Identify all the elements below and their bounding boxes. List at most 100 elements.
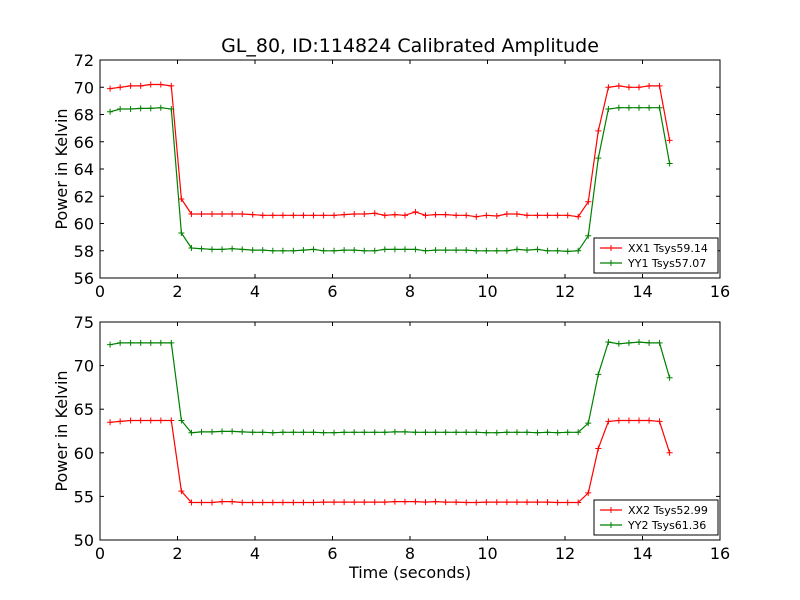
data-point (524, 212, 531, 219)
data-point (259, 212, 266, 219)
data-point (575, 213, 582, 220)
data-point (127, 417, 134, 424)
y-tick-label: 65 (74, 400, 94, 419)
data-point (646, 417, 653, 424)
data-point (503, 210, 510, 217)
data-point (666, 160, 673, 167)
data-point (168, 339, 175, 346)
data-point (564, 248, 571, 255)
data-point (442, 499, 449, 506)
y-tick-label: 62 (74, 187, 94, 206)
data-point (157, 81, 164, 88)
data-point (575, 247, 582, 254)
data-point (137, 82, 144, 89)
data-point (381, 246, 388, 253)
data-point (483, 247, 490, 254)
data-point (137, 339, 144, 346)
data-point (442, 247, 449, 254)
data-point (422, 247, 429, 254)
data-point (524, 499, 531, 506)
data-point (127, 82, 134, 89)
data-point (625, 104, 632, 111)
data-point (381, 212, 388, 219)
data-point (473, 429, 480, 436)
data-point (371, 210, 378, 217)
data-point (453, 429, 460, 436)
data-point (208, 246, 215, 253)
x-tick-label: 10 (477, 282, 497, 301)
chart-title: GL_80, ID:114824 Calibrated Amplitude (221, 35, 599, 57)
data-point (290, 499, 297, 506)
legend-box (593, 499, 719, 536)
data-point (391, 246, 398, 253)
data-point (269, 429, 276, 436)
x-tick-label: 8 (405, 544, 415, 563)
data-point (127, 339, 134, 346)
data-point (554, 429, 561, 436)
data-point (493, 213, 500, 220)
x-tick-label: 14 (632, 544, 652, 563)
data-point (473, 247, 480, 254)
data-point (453, 212, 460, 219)
data-point (269, 499, 276, 506)
legend-marker (608, 245, 614, 251)
y-tick-label: 70 (74, 78, 94, 97)
data-point (249, 211, 256, 218)
data-point (453, 499, 460, 506)
x-tick-label: 4 (250, 282, 260, 301)
data-point (615, 104, 622, 111)
y-tick-label: 70 (74, 357, 94, 376)
data-point (341, 429, 348, 436)
x-tick-label: 2 (172, 544, 182, 563)
y-tick-label: 60 (74, 215, 94, 234)
data-point (219, 210, 226, 217)
data-point (605, 84, 612, 91)
data-point (249, 429, 256, 436)
data-point (127, 106, 134, 113)
data-point (625, 417, 632, 424)
data-point (646, 339, 653, 346)
legend-label: YY2 Tsys61.36 (627, 519, 706, 532)
legend-box (593, 237, 719, 274)
data-point (371, 429, 378, 436)
x-axis-label: Time (seconds) (348, 563, 471, 582)
data-point (157, 417, 164, 424)
x-tick-label: 0 (95, 282, 105, 301)
data-point (585, 198, 592, 205)
data-point (229, 210, 236, 217)
data-point (636, 339, 643, 346)
data-point (351, 499, 358, 506)
data-point (595, 155, 602, 162)
data-point (117, 418, 124, 425)
y-axis-label: Power in Kelvin (52, 108, 71, 229)
y-tick-label: 55 (74, 487, 94, 506)
data-point (513, 429, 520, 436)
data-point (513, 499, 520, 506)
data-point (646, 82, 653, 89)
data-point (198, 245, 205, 252)
data-point (391, 498, 398, 505)
y-tick-label: 75 (74, 313, 94, 332)
y-tick-label: 68 (74, 106, 94, 125)
data-point (534, 212, 541, 219)
data-point (493, 247, 500, 254)
data-point (544, 499, 551, 506)
data-point (147, 81, 154, 88)
data-point (595, 445, 602, 452)
data-point (229, 428, 236, 435)
data-point (463, 499, 470, 506)
data-point (178, 417, 185, 424)
data-point (300, 212, 307, 219)
data-point (605, 339, 612, 346)
data-point (656, 339, 663, 346)
data-point (544, 247, 551, 254)
data-point (453, 247, 460, 254)
data-point (310, 212, 317, 219)
data-point (290, 247, 297, 254)
x-tick-label: 16 (710, 282, 730, 301)
legend: XX1 Tsys59.14 YY1 Tsys57.07 (593, 237, 719, 274)
data-point (259, 429, 266, 436)
data-point (554, 247, 561, 254)
data-point (361, 210, 368, 217)
data-point (147, 339, 154, 346)
